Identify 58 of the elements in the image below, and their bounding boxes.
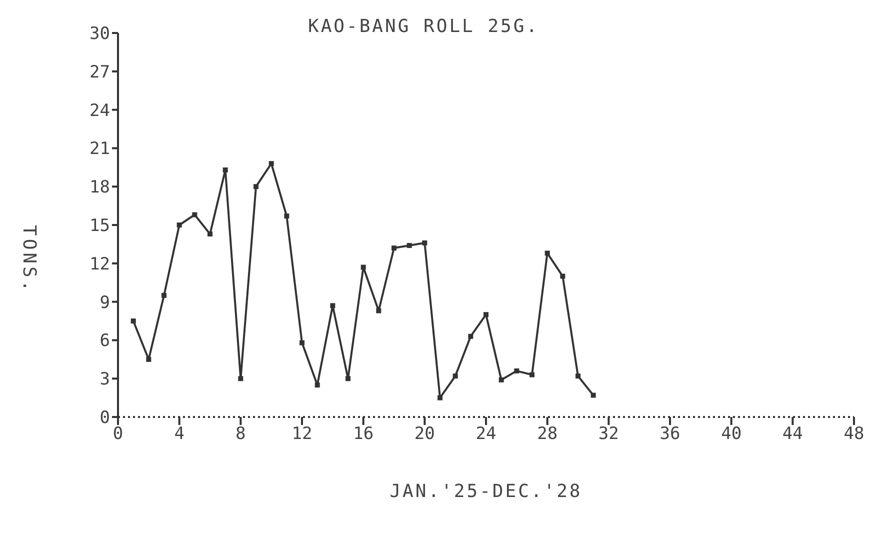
y-tick-label: 9: [100, 292, 110, 313]
point: [514, 368, 520, 374]
point: [590, 392, 596, 398]
point: [208, 231, 212, 236]
point: [330, 303, 336, 308]
point: [314, 382, 320, 388]
point: [468, 334, 474, 339]
x-tick-label: 48: [844, 424, 864, 444]
y-tick-label: 21: [90, 139, 110, 160]
x-tick-label: 40: [721, 424, 742, 444]
point: [192, 212, 198, 218]
point: [146, 356, 152, 362]
point: [392, 246, 396, 251]
point: [452, 374, 458, 379]
x-tick-label: 28: [537, 424, 558, 444]
x-tick-label: 0: [112, 424, 124, 444]
x-tick-label: 24: [476, 424, 496, 444]
y-tick-label: 27: [90, 62, 110, 82]
point: [238, 376, 244, 382]
x-tick-label: 32: [598, 424, 619, 444]
point: [576, 374, 580, 379]
point: [130, 318, 136, 324]
point: [300, 340, 304, 346]
point: [406, 242, 412, 248]
x-tick-label: 8: [236, 424, 246, 444]
point: [484, 312, 488, 318]
point: [162, 292, 166, 298]
x-tick-label: 20: [414, 424, 435, 444]
y-tick-label: 15: [90, 216, 110, 236]
chart-title: KAO-BANG ROLL 25G.: [308, 16, 540, 37]
point: [376, 308, 382, 314]
x-tick-label: 36: [660, 424, 680, 444]
x-axis-title: JAN.'25-DEC.'28: [390, 481, 582, 502]
y-tick-label: 24: [90, 100, 110, 121]
y-axis-title: TONS.: [18, 225, 40, 294]
x-tick-label: 16: [353, 424, 374, 444]
y-tick-label: 0: [100, 408, 110, 428]
y-tick-label: 6: [100, 331, 110, 352]
point: [530, 372, 534, 378]
y-tick-label: 18: [90, 178, 110, 198]
x-tick-label: 12: [292, 424, 312, 444]
point: [284, 214, 290, 219]
point: [498, 377, 504, 382]
point: [346, 376, 350, 382]
point: [222, 167, 228, 172]
x-tick-label: 4: [174, 424, 184, 444]
point: [422, 240, 428, 246]
point: [254, 184, 258, 190]
point: [176, 222, 182, 228]
point: [560, 274, 566, 279]
point: [268, 161, 274, 166]
y-tick-label: 3: [100, 370, 110, 390]
point: [438, 395, 442, 400]
x-tick-label: 44: [782, 424, 803, 444]
point: [544, 250, 550, 256]
y-tick-label: 30: [90, 24, 110, 44]
y-tick-label: 12: [90, 254, 110, 274]
point: [360, 264, 366, 270]
